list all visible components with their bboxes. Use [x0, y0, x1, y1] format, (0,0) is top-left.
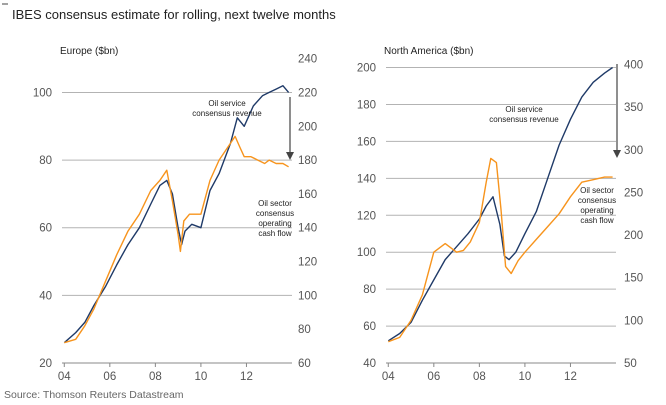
europe-left-axis-ticks: 20 40 60 80 100 — [33, 87, 52, 370]
left-axis-tick-label: 100 — [357, 247, 376, 259]
oil-service-revenue-line — [387, 66, 614, 342]
europe-revenue-annotation: Oil service consensus revenue — [192, 99, 262, 118]
right-axis-tick-label: 60 — [298, 358, 311, 370]
left-axis-tick-label: 60 — [39, 223, 52, 235]
right-axis-tick-label: 150 — [624, 273, 643, 285]
europe-cashflow-label-line2: consensus — [256, 209, 294, 218]
right-axis-tick-label: 160 — [298, 189, 317, 201]
north-america-gap-arrow — [613, 64, 621, 158]
right-axis-tick-label: 250 — [624, 187, 643, 199]
right-axis-tick-label: 200 — [624, 230, 643, 242]
left-axis-tick-label: 120 — [357, 210, 376, 222]
right-axis-tick-label: 200 — [298, 121, 317, 133]
europe-cashflow-label-line3: operating — [258, 219, 291, 228]
europe-chart-title: Europe ($bn) — [60, 46, 118, 57]
oil-service-revenue-line — [63, 84, 290, 344]
right-axis-tick-label: 100 — [624, 315, 643, 327]
x-axis-tick-label: 10 — [195, 371, 208, 383]
left-axis-tick-label: 80 — [39, 155, 52, 167]
x-axis-tick-label: 12 — [564, 371, 577, 383]
europe-cashflow-label-line1: Oil sector — [258, 199, 292, 208]
left-axis-tick-label: 40 — [363, 358, 376, 370]
x-axis-tick-label: 06 — [427, 371, 440, 383]
right-axis-tick-label: 400 — [624, 60, 643, 72]
x-axis-tick-label: 08 — [149, 371, 162, 383]
right-axis-tick-label: 120 — [298, 257, 317, 269]
europe-revenue-label-line2: consensus revenue — [192, 109, 262, 118]
north-america-left-axis-ticks: 40 60 80 100 120 140 160 180 200 — [357, 63, 376, 370]
europe-revenue-label-line1: Oil service — [208, 99, 246, 108]
europe-x-axis-ticks: 04 06 08 10 12 — [58, 362, 292, 383]
north-america-revenue-annotation: Oil service consensus revenue — [489, 105, 559, 124]
left-axis-tick-label: 40 — [39, 290, 52, 302]
north-america-right-axis-ticks: 50 100 150 200 250 300 350 400 — [624, 60, 643, 370]
x-axis-tick-label: 10 — [519, 371, 532, 383]
north-america-cashflow-label-line1: Oil sector — [580, 186, 614, 195]
europe-chart: Europe ($bn) 20 40 60 80 100 60 80 100 120 140 16… — [33, 46, 317, 383]
right-axis-tick-label: 180 — [298, 155, 317, 167]
left-axis-tick-label: 60 — [363, 321, 376, 333]
right-axis-tick-label: 300 — [624, 145, 643, 157]
north-america-chart: North America ($bn) 40 60 80 100 120 140 160 18… — [357, 46, 643, 383]
left-axis-tick-label: 180 — [357, 99, 376, 111]
north-america-series — [387, 66, 614, 343]
right-axis-tick-label: 220 — [298, 87, 317, 99]
north-america-cashflow-label-line3: operating — [580, 206, 613, 215]
left-axis-tick-label: 80 — [363, 284, 376, 296]
north-america-x-axis-ticks: 04 06 08 10 12 — [382, 362, 616, 383]
right-axis-tick-label: 80 — [298, 324, 311, 336]
right-axis-tick-label: 140 — [298, 223, 317, 235]
source-note: Source: Thomson Reuters Datastream — [4, 389, 184, 401]
left-axis-tick-label: 200 — [357, 63, 376, 75]
right-axis-tick-label: 240 — [298, 54, 317, 66]
right-axis-tick-label: 50 — [624, 358, 637, 370]
north-america-cashflow-annotation: Oil sector consensus operating cash flow — [578, 186, 616, 225]
oil-sector-cash-flow-line — [388, 157, 613, 343]
europe-cashflow-label-line4: cash flow — [258, 229, 292, 238]
x-axis-tick-label: 04 — [382, 371, 395, 383]
europe-series — [63, 84, 290, 344]
left-axis-tick-label: 20 — [39, 358, 52, 370]
x-axis-tick-label: 04 — [58, 371, 71, 383]
x-axis-tick-label: 08 — [473, 371, 486, 383]
europe-right-axis-ticks: 60 80 100 120 140 160 180 200 220 240 — [298, 54, 317, 370]
north-america-revenue-label-line1: Oil service — [505, 105, 543, 114]
left-axis-tick-label: 100 — [33, 87, 52, 99]
europe-cashflow-annotation: Oil sector consensus operating cash flow — [256, 199, 294, 238]
north-america-cashflow-label-line4: cash flow — [580, 216, 614, 225]
x-axis-tick-label: 06 — [103, 371, 116, 383]
oil-sector-cash-flow-line — [64, 135, 289, 344]
europe-gap-arrow — [286, 97, 294, 160]
x-axis-tick-label: 12 — [240, 371, 253, 383]
north-america-chart-title: North America ($bn) — [384, 46, 473, 57]
left-axis-tick-label: 160 — [357, 136, 376, 148]
left-axis-tick-label: 140 — [357, 173, 376, 185]
right-axis-tick-label: 100 — [298, 290, 317, 302]
north-america-revenue-label-line2: consensus revenue — [489, 115, 559, 124]
right-axis-tick-label: 350 — [624, 102, 643, 114]
north-america-cashflow-label-line2: consensus — [578, 196, 616, 205]
figure-title: IBES consensus estimate for rolling, nex… — [12, 7, 336, 22]
